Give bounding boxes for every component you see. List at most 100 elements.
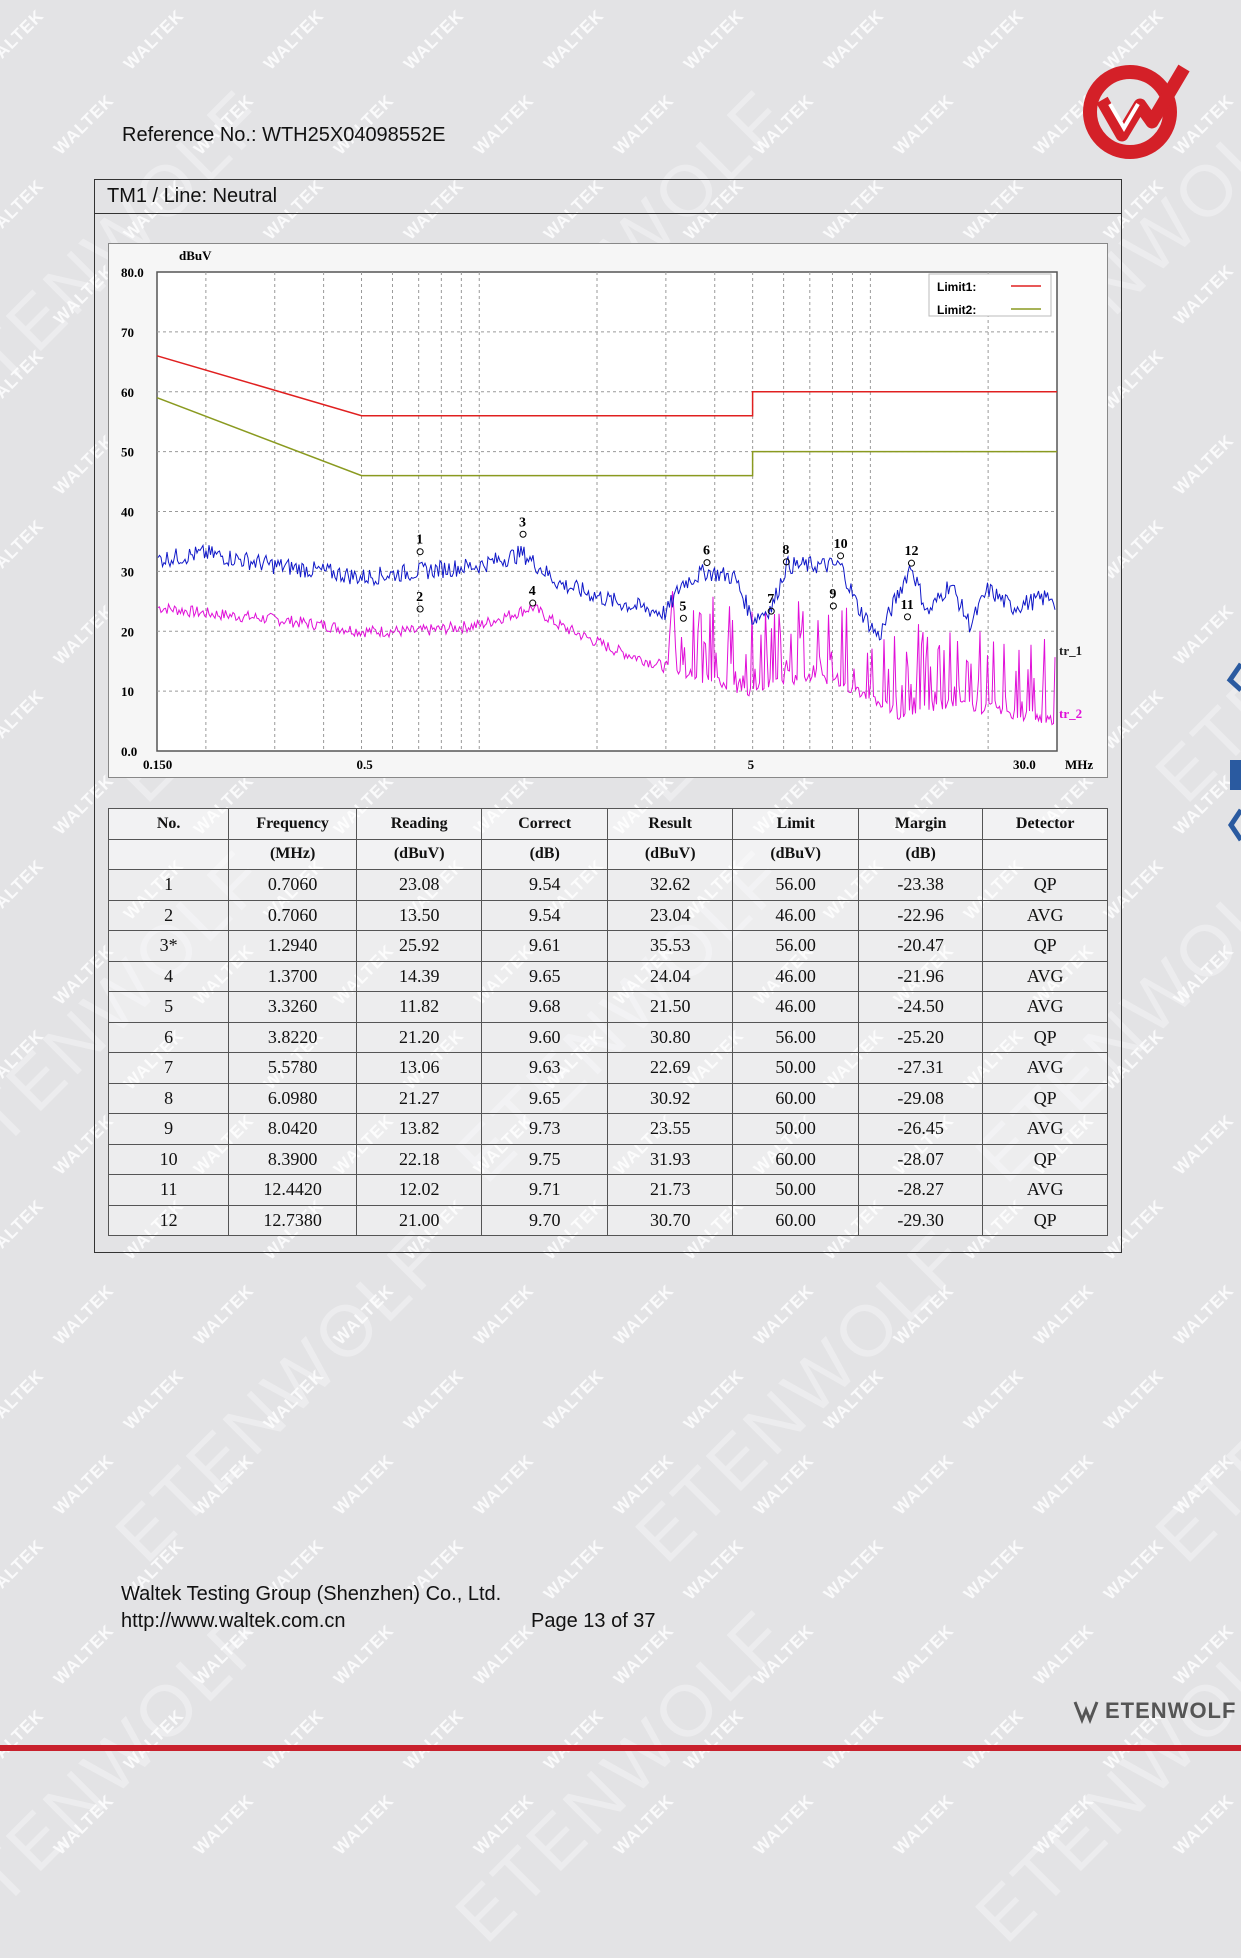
table-cell: 21.00 — [355, 1204, 483, 1236]
watermark-text: WALTEK — [680, 1535, 748, 1604]
table-cell: -24.50 — [857, 991, 984, 1023]
reference-number: Reference No.: WTH25X04098552E — [122, 124, 446, 146]
marker-label: 9 — [829, 587, 836, 602]
table-cell: 4 — [107, 960, 230, 992]
legend-label: Limit2: — [937, 303, 976, 317]
table-cell: 9 — [107, 1113, 230, 1145]
column-header: Result — [606, 808, 734, 840]
table-cell: 9.65 — [481, 960, 608, 992]
watermark-text: WALTEK — [1170, 1790, 1238, 1859]
table-cell: -25.20 — [857, 1021, 984, 1053]
table-cell: 1 — [107, 869, 230, 901]
legend-label: Limit1: — [937, 280, 976, 294]
watermark-text: WALTEK — [1030, 1620, 1098, 1689]
watermark-text: WALTEK — [820, 1535, 888, 1604]
watermark-text: WALTEK — [470, 1450, 538, 1519]
table-cell: 31.93 — [606, 1143, 734, 1175]
marker-point — [903, 613, 911, 621]
watermark-text: WALTEK — [680, 1365, 748, 1434]
etenwolf-logo-icon — [1073, 1701, 1099, 1724]
table-cell: 46.00 — [732, 899, 859, 931]
watermark-text: WALTEK — [820, 1705, 888, 1774]
table-cell: 3.3260 — [228, 991, 357, 1023]
table-cell: 22.18 — [355, 1143, 483, 1175]
x-tick-label: 0.5 — [357, 757, 374, 772]
table-cell: 9.75 — [481, 1143, 608, 1175]
watermark-text: WALTEK — [400, 1365, 468, 1434]
table-cell: 8.0420 — [228, 1113, 357, 1145]
watermark-text: WALTEK — [0, 515, 48, 584]
table-cell: 21.27 — [355, 1082, 483, 1114]
table-cell: QP — [982, 1204, 1108, 1236]
table-cell: 23.55 — [606, 1113, 734, 1145]
column-unit: (dB) — [857, 838, 984, 870]
watermark-text: WALTEK — [540, 1365, 608, 1434]
table-cell: 50.00 — [732, 1113, 859, 1145]
table-cell: 22.69 — [606, 1052, 734, 1084]
table-cell: 9.61 — [481, 930, 608, 962]
column-header: Reading — [355, 808, 483, 840]
table-cell: 9.68 — [481, 991, 608, 1023]
table-cell: 30.80 — [606, 1021, 734, 1053]
table-cell: -29.08 — [857, 1082, 984, 1114]
column-unit — [982, 838, 1108, 870]
watermark-text: WALTEK — [0, 175, 48, 244]
watermark-text: WALTEK — [400, 1705, 468, 1774]
table-cell: AVG — [982, 991, 1108, 1023]
table-cell: 8 — [107, 1082, 230, 1114]
table-cell: 12 — [107, 1204, 230, 1236]
watermark-text: WALTEK — [890, 1620, 958, 1689]
table-cell: 9.71 — [481, 1174, 608, 1206]
table-row: 6 3.8220 21.20 9.60 30.80 56.00 -25.20 QP — [107, 1021, 1108, 1053]
table-cell: QP — [982, 1021, 1108, 1053]
marker-point — [416, 548, 424, 556]
table-cell: -29.30 — [857, 1204, 984, 1236]
marker-label: 1 — [416, 533, 423, 548]
marker-label: 4 — [529, 584, 536, 599]
table-cell: 9.65 — [481, 1082, 608, 1114]
table-row: 5 3.3260 11.82 9.68 21.50 46.00 -24.50 AVG — [107, 991, 1108, 1023]
table-cell: QP — [982, 930, 1108, 962]
watermark-text: WALTEK — [820, 1365, 888, 1434]
company-url[interactable]: http://www.waltek.com.cn — [121, 1610, 346, 1632]
watermark-text: WALTEK — [190, 1790, 258, 1859]
watermark-text: WALTEK — [1030, 1790, 1098, 1859]
watermark-text: WALTEK — [1100, 1535, 1168, 1604]
table-cell: 9.63 — [481, 1052, 608, 1084]
watermark-text: WALTEK — [680, 5, 748, 74]
x-tick-label: 30.0 — [1013, 757, 1036, 772]
column-header: Margin — [857, 808, 984, 840]
table-cell: 9.70 — [481, 1204, 608, 1236]
marker-label: 3 — [519, 515, 526, 530]
watermark-text: WALTEK — [470, 1790, 538, 1859]
company-name: Waltek Testing Group (Shenzhen) Co., Ltd… — [121, 1583, 502, 1605]
watermark-text: WALTEK — [960, 1535, 1028, 1604]
table-cell: -28.07 — [857, 1143, 984, 1175]
table-cell: 0.7060 — [228, 899, 357, 931]
table-row: 10 8.3900 22.18 9.75 31.93 60.00 -28.07 QP — [107, 1143, 1108, 1175]
table-cell: 21.50 — [606, 991, 734, 1023]
table-row: 9 8.0420 13.82 9.73 23.55 50.00 -26.45 AVG — [107, 1113, 1108, 1145]
table-cell: 60.00 — [732, 1143, 859, 1175]
column-unit: (dBuV) — [606, 838, 734, 870]
emission-chart: 80.0 70 60 50 40 30 20 10 0.0 dBuV 0.150 0.5 5 30.0 MH… — [108, 243, 1108, 778]
column-unit: (MHz) — [228, 838, 357, 870]
watermark-text: WALTEK — [330, 1790, 398, 1859]
marker-label: 7 — [767, 592, 774, 607]
watermark-text: WALTEK — [1170, 600, 1238, 669]
marker-point — [782, 558, 790, 566]
table-cell: -27.31 — [857, 1052, 984, 1084]
table-cell: 21.20 — [355, 1021, 483, 1053]
table-cell: 50.00 — [732, 1052, 859, 1084]
table-cell: AVG — [982, 960, 1108, 992]
table-cell: 11 — [107, 1174, 230, 1206]
table-cell: AVG — [982, 899, 1108, 931]
watermark-text: WALTEK — [0, 345, 48, 414]
marker-label: 2 — [416, 590, 423, 605]
table-row: 11 12.4420 12.02 9.71 21.73 50.00 -28.27 AVG — [107, 1174, 1108, 1206]
watermark-text: WALTEK — [1170, 1620, 1238, 1689]
trace-label: tr_2 — [1059, 706, 1082, 721]
watermark-text: ETENWOLF — [1140, 1215, 1241, 1578]
watermark-text: WALTEK — [120, 1365, 188, 1434]
table-cell: 6.0980 — [228, 1082, 357, 1114]
